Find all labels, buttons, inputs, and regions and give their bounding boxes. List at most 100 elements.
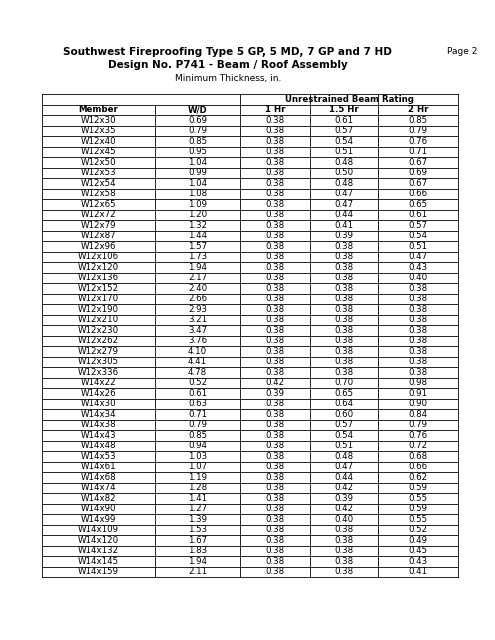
Text: 0.64: 0.64 xyxy=(335,399,353,408)
Text: 0.61: 0.61 xyxy=(335,116,353,125)
Text: W12x50: W12x50 xyxy=(81,157,116,167)
Text: 0.79: 0.79 xyxy=(408,126,428,135)
Text: 1.57: 1.57 xyxy=(188,242,207,251)
Text: Southwest Fireproofing Type 5 GP, 5 MD, 7 GP and 7 HD: Southwest Fireproofing Type 5 GP, 5 MD, … xyxy=(63,47,392,57)
Text: 2.17: 2.17 xyxy=(188,273,207,282)
Text: 0.72: 0.72 xyxy=(408,441,428,451)
Text: W14x159: W14x159 xyxy=(78,567,119,576)
Text: 1.94: 1.94 xyxy=(188,557,207,566)
Text: 0.38: 0.38 xyxy=(265,420,285,429)
Text: W12x45: W12x45 xyxy=(81,147,116,156)
Text: 0.38: 0.38 xyxy=(265,316,285,324)
Text: 0.38: 0.38 xyxy=(408,294,428,303)
Text: 0.38: 0.38 xyxy=(265,536,285,545)
Text: W12x305: W12x305 xyxy=(78,357,119,366)
Text: W14x43: W14x43 xyxy=(81,431,116,440)
Text: 0.38: 0.38 xyxy=(408,357,428,366)
Text: 1.83: 1.83 xyxy=(188,547,207,556)
Text: 0.41: 0.41 xyxy=(335,221,353,230)
Text: 0.67: 0.67 xyxy=(408,179,428,188)
Text: W14x61: W14x61 xyxy=(81,462,116,471)
Text: 0.38: 0.38 xyxy=(335,294,353,303)
Text: 1.27: 1.27 xyxy=(188,504,207,513)
Text: 1.20: 1.20 xyxy=(188,211,207,220)
Text: 0.38: 0.38 xyxy=(408,316,428,324)
Text: 0.38: 0.38 xyxy=(265,242,285,251)
Text: 0.59: 0.59 xyxy=(408,483,428,492)
Text: W12x87: W12x87 xyxy=(81,231,116,240)
Text: 0.94: 0.94 xyxy=(188,441,207,451)
Text: Design No. P741 - Beam / Roof Assembly: Design No. P741 - Beam / Roof Assembly xyxy=(108,60,347,70)
Text: 0.76: 0.76 xyxy=(408,137,428,146)
Text: 0.99: 0.99 xyxy=(188,168,207,177)
Text: 0.57: 0.57 xyxy=(335,126,353,135)
Text: 0.38: 0.38 xyxy=(335,536,353,545)
Text: 0.38: 0.38 xyxy=(265,462,285,471)
Text: 0.71: 0.71 xyxy=(188,410,207,419)
Text: W12x262: W12x262 xyxy=(78,336,119,345)
Text: 0.38: 0.38 xyxy=(265,326,285,335)
Text: 0.38: 0.38 xyxy=(265,168,285,177)
Text: 0.38: 0.38 xyxy=(335,263,353,272)
Text: 0.63: 0.63 xyxy=(188,399,207,408)
Text: 0.38: 0.38 xyxy=(265,273,285,282)
Text: 3.21: 3.21 xyxy=(188,316,207,324)
Text: Member: Member xyxy=(79,105,118,115)
Text: 0.38: 0.38 xyxy=(265,504,285,513)
Text: 0.61: 0.61 xyxy=(188,388,207,397)
Text: 0.47: 0.47 xyxy=(335,189,353,198)
Text: 0.48: 0.48 xyxy=(335,157,353,167)
Text: 0.38: 0.38 xyxy=(408,347,428,356)
Text: 1.04: 1.04 xyxy=(188,179,207,188)
Text: 0.38: 0.38 xyxy=(265,284,285,292)
Text: 0.38: 0.38 xyxy=(265,557,285,566)
Text: W12x106: W12x106 xyxy=(78,252,119,261)
Text: 0.38: 0.38 xyxy=(335,567,353,576)
Text: W12x58: W12x58 xyxy=(81,189,116,198)
Text: 0.38: 0.38 xyxy=(265,347,285,356)
Text: 0.49: 0.49 xyxy=(408,536,428,545)
Text: 0.38: 0.38 xyxy=(335,316,353,324)
Text: 0.91: 0.91 xyxy=(408,388,428,397)
Text: 0.54: 0.54 xyxy=(408,231,428,240)
Text: 0.38: 0.38 xyxy=(265,252,285,261)
Text: 0.59: 0.59 xyxy=(408,504,428,513)
Text: 0.38: 0.38 xyxy=(265,126,285,135)
Text: 0.42: 0.42 xyxy=(335,483,353,492)
Text: 0.85: 0.85 xyxy=(188,431,207,440)
Text: 1.09: 1.09 xyxy=(188,200,207,209)
Text: 0.45: 0.45 xyxy=(408,547,428,556)
Text: 1.41: 1.41 xyxy=(188,493,207,503)
Text: 0.38: 0.38 xyxy=(408,284,428,292)
Text: 0.44: 0.44 xyxy=(335,473,353,482)
Text: 0.38: 0.38 xyxy=(265,137,285,146)
Text: 1.44: 1.44 xyxy=(188,231,207,240)
Text: 0.48: 0.48 xyxy=(335,179,353,188)
Text: 2.11: 2.11 xyxy=(188,567,207,576)
Text: 0.38: 0.38 xyxy=(265,493,285,503)
Text: 0.79: 0.79 xyxy=(188,420,207,429)
Text: 4.41: 4.41 xyxy=(188,357,207,366)
Text: 1.04: 1.04 xyxy=(188,157,207,167)
Text: 0.38: 0.38 xyxy=(265,294,285,303)
Text: W12x35: W12x35 xyxy=(81,126,116,135)
Text: 0.38: 0.38 xyxy=(265,336,285,345)
Text: 0.47: 0.47 xyxy=(335,200,353,209)
Text: W12x336: W12x336 xyxy=(78,368,119,377)
Text: 1 Hr: 1 Hr xyxy=(265,105,285,115)
Text: 0.38: 0.38 xyxy=(335,347,353,356)
Text: 0.55: 0.55 xyxy=(408,493,428,503)
Text: 0.40: 0.40 xyxy=(335,515,353,524)
Text: W14x26: W14x26 xyxy=(81,388,116,397)
Text: 0.50: 0.50 xyxy=(335,168,353,177)
Text: 0.38: 0.38 xyxy=(335,336,353,345)
Text: W14x22: W14x22 xyxy=(81,378,116,387)
Text: 0.66: 0.66 xyxy=(408,189,428,198)
Text: 0.65: 0.65 xyxy=(335,388,353,397)
Text: W14x120: W14x120 xyxy=(78,536,119,545)
Text: 0.44: 0.44 xyxy=(335,211,353,220)
Text: 0.47: 0.47 xyxy=(335,462,353,471)
Text: 0.52: 0.52 xyxy=(188,378,207,387)
Text: 0.47: 0.47 xyxy=(408,252,428,261)
Text: 2.40: 2.40 xyxy=(188,284,207,292)
